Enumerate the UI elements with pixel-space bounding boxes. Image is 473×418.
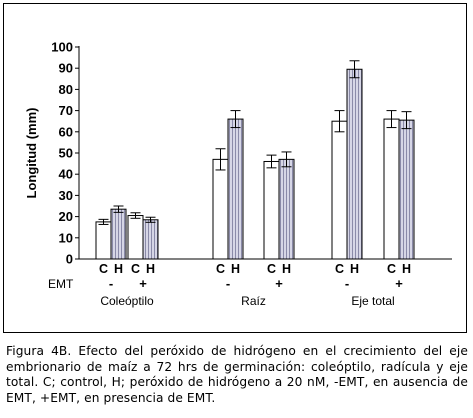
emt-row-label: EMT	[48, 277, 74, 291]
group-label: Coleóptilo	[100, 294, 154, 308]
y-axis-title: Longitud (mm)	[24, 108, 39, 199]
bar-label: C	[216, 262, 225, 276]
bar-peroxide	[346, 68, 363, 260]
bar-label: C	[387, 262, 396, 276]
bar-control	[263, 160, 280, 260]
bar-control	[127, 215, 144, 260]
bar-label: C	[131, 262, 140, 276]
bar-control	[95, 221, 112, 260]
y-tick-label: 60	[59, 124, 73, 139]
y-tick-label: 50	[59, 146, 73, 161]
y-tick-label: 100	[51, 40, 73, 55]
group-label: Raíz	[241, 294, 266, 308]
bar-label: C	[267, 262, 276, 276]
bar-peroxide	[278, 158, 295, 260]
bar-control	[212, 158, 229, 260]
bar-peroxide	[110, 208, 127, 260]
emt-sign: -	[345, 276, 349, 291]
group-label: Eje total	[351, 294, 394, 308]
y-tick-label: 30	[59, 188, 73, 203]
emt-sign: +	[395, 276, 403, 291]
emt-sign: -	[226, 276, 230, 291]
bars-layer	[95, 60, 415, 260]
bar-peroxide	[142, 219, 159, 260]
bar-label: H	[231, 262, 240, 276]
bar-label: C	[99, 262, 108, 276]
emt-sign: +	[139, 276, 147, 291]
emt-sign: -	[109, 276, 113, 291]
bar-label: C	[335, 262, 344, 276]
bar-label: H	[282, 262, 291, 276]
y-tick-label: 20	[59, 209, 73, 224]
bar-peroxide	[398, 119, 415, 260]
y-tick-label: 70	[59, 103, 73, 118]
bar-label: H	[146, 262, 155, 276]
bar-control	[331, 120, 348, 260]
figure-caption: Figura 4B. Efecto del peróxido de hidróg…	[6, 344, 468, 405]
bar-peroxide	[227, 118, 244, 260]
emt-sign: +	[275, 276, 283, 291]
bar-control	[383, 118, 400, 260]
bar-label: H	[350, 262, 359, 276]
y-tick-label: 0	[66, 252, 73, 267]
y-tick-label: 80	[59, 82, 73, 97]
bar-label: H	[402, 262, 411, 276]
y-tick-label: 10	[59, 230, 73, 245]
y-tick-label: 40	[59, 167, 73, 182]
y-tick-label: 90	[59, 61, 73, 76]
bar-label: H	[114, 262, 123, 276]
